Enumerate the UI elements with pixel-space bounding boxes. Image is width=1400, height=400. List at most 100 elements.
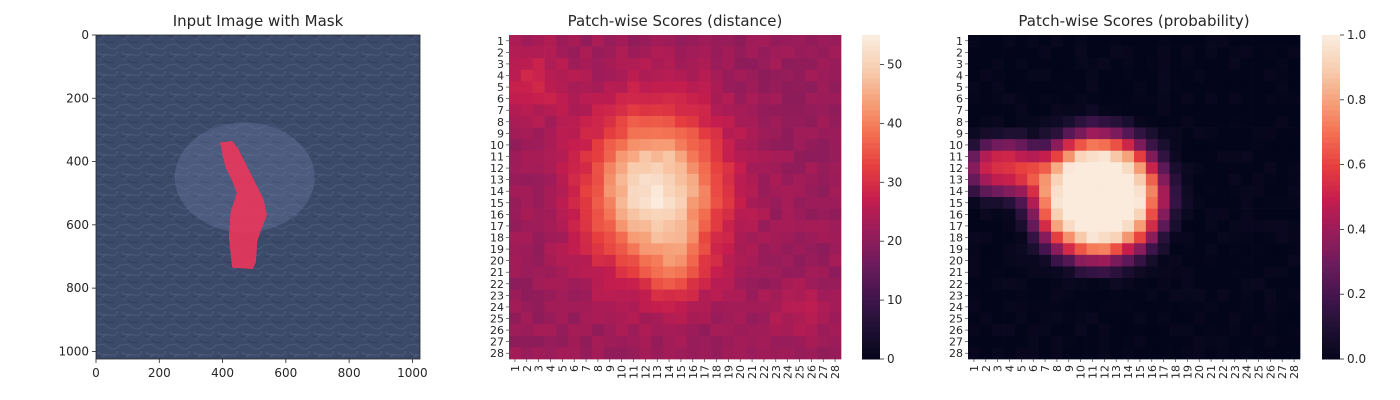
heatmap-cell — [1134, 254, 1147, 267]
heatmap-cell — [734, 139, 747, 152]
heatmap-cell — [1039, 208, 1052, 221]
probability-xtick-label: 13 — [1110, 365, 1123, 379]
heatmap-cell — [1157, 266, 1170, 279]
probability-colorbar-segment — [1322, 94, 1340, 101]
heatmap-cell — [556, 139, 569, 152]
heatmap-cell — [1098, 127, 1111, 140]
heatmap-cell — [805, 116, 818, 128]
heatmap-cell — [1051, 81, 1064, 94]
heatmap-cell — [734, 162, 747, 175]
heatmap-cell — [1217, 243, 1230, 256]
heatmap-cell — [603, 254, 617, 267]
heatmap-cell — [603, 289, 617, 302]
heatmap-cell — [651, 301, 664, 314]
heatmap-cell — [1193, 150, 1206, 163]
heatmap-cell — [1051, 58, 1064, 71]
heatmap-cell — [1228, 81, 1242, 94]
heatmap-cell — [1193, 266, 1206, 279]
heatmap-cell — [556, 347, 569, 360]
heatmap-cell — [722, 301, 735, 314]
heatmap-cell — [615, 35, 628, 47]
heatmap-cell — [1276, 197, 1289, 209]
heatmap-cell — [686, 335, 700, 348]
heatmap-cell — [1122, 58, 1135, 71]
heatmap-cell — [1122, 185, 1135, 198]
heatmap-cell — [781, 208, 794, 221]
heatmap-cell — [520, 92, 534, 105]
heatmap-cell — [1205, 347, 1218, 360]
heatmap-cell — [1086, 185, 1099, 198]
probability-colorbar-segment — [1322, 110, 1340, 117]
heatmap-cell — [1134, 116, 1147, 128]
heatmap-cell — [1039, 127, 1052, 140]
heatmap-cell — [1217, 231, 1230, 244]
heatmap-cell — [532, 197, 545, 209]
heatmap-cell — [781, 162, 794, 175]
heatmap-cell — [1193, 185, 1206, 198]
heatmap-cell — [1122, 289, 1135, 302]
heatmap-cell — [1015, 69, 1028, 82]
probability-xtick-label: 25 — [1253, 365, 1266, 379]
heatmap-cell — [520, 243, 534, 256]
heatmap-cell — [722, 185, 735, 198]
heatmap-cell — [1169, 335, 1182, 348]
heatmap-cell — [1264, 92, 1277, 105]
heatmap-cell — [991, 324, 1004, 337]
heatmap-cell — [1288, 335, 1301, 348]
heatmap-cell — [592, 278, 605, 290]
heatmap-cell — [1276, 127, 1289, 140]
heatmap-cell — [1027, 173, 1040, 186]
heatmap-cell — [568, 35, 581, 47]
heatmap-cell — [1110, 127, 1123, 140]
heatmap-cell — [1264, 231, 1277, 244]
heatmap-cell — [1062, 81, 1076, 94]
heatmap-cell — [1074, 301, 1087, 314]
heatmap-cell — [1288, 254, 1301, 267]
heatmap-cell — [968, 104, 981, 117]
heatmap-cell — [1086, 162, 1099, 175]
heatmap-cell — [1193, 220, 1206, 233]
heatmap-cell — [829, 162, 842, 175]
heatmap-cell — [1181, 92, 1194, 105]
heatmap-cell — [968, 312, 981, 325]
probability-ytick-label: 10 — [949, 139, 963, 152]
heatmap-cell — [627, 243, 640, 256]
heatmap-cell — [532, 324, 545, 337]
heatmap-cell — [1181, 335, 1194, 348]
heatmap-cell — [1051, 266, 1064, 279]
probability-ytick-label: 5 — [956, 81, 963, 94]
heatmap-cell — [734, 335, 747, 348]
heatmap-cell — [1110, 254, 1123, 267]
heatmap-cell — [769, 81, 783, 94]
heatmap-cell — [1157, 81, 1170, 94]
probability-ytick-label: 2 — [956, 46, 963, 59]
heatmap-cell — [580, 266, 593, 279]
heatmap-cell — [758, 81, 771, 94]
heatmap-cell — [769, 92, 783, 105]
heatmap-cell — [686, 173, 700, 186]
heatmap-cell — [710, 116, 723, 128]
heatmap-cell — [1240, 69, 1253, 82]
heatmap-cell — [1086, 46, 1099, 59]
heatmap-cell — [1240, 312, 1253, 325]
heatmap-cell — [1122, 150, 1135, 163]
heatmap-cell — [580, 173, 593, 186]
heatmap-cell — [968, 278, 981, 290]
heatmap-cell — [991, 104, 1004, 117]
probability-colorbar-segment — [1322, 315, 1340, 322]
probability-ytick-label: 13 — [949, 174, 963, 187]
heatmap-cell — [675, 197, 688, 209]
heatmap-cell — [1110, 173, 1123, 186]
distance-xtick-label: 15 — [675, 365, 688, 379]
distance-ytick-label: 24 — [490, 301, 504, 314]
heatmap-cell — [805, 335, 818, 348]
heatmap-cell — [1134, 92, 1147, 105]
heatmap-cell — [991, 231, 1004, 244]
heatmap-cell — [1193, 116, 1206, 128]
heatmap-cell — [758, 335, 771, 348]
heatmap-cell — [1015, 312, 1028, 325]
heatmap-cell — [1074, 289, 1087, 302]
heatmap-cell — [1252, 278, 1265, 290]
heatmap-cell — [1205, 81, 1218, 94]
heatmap-cell — [781, 324, 794, 337]
